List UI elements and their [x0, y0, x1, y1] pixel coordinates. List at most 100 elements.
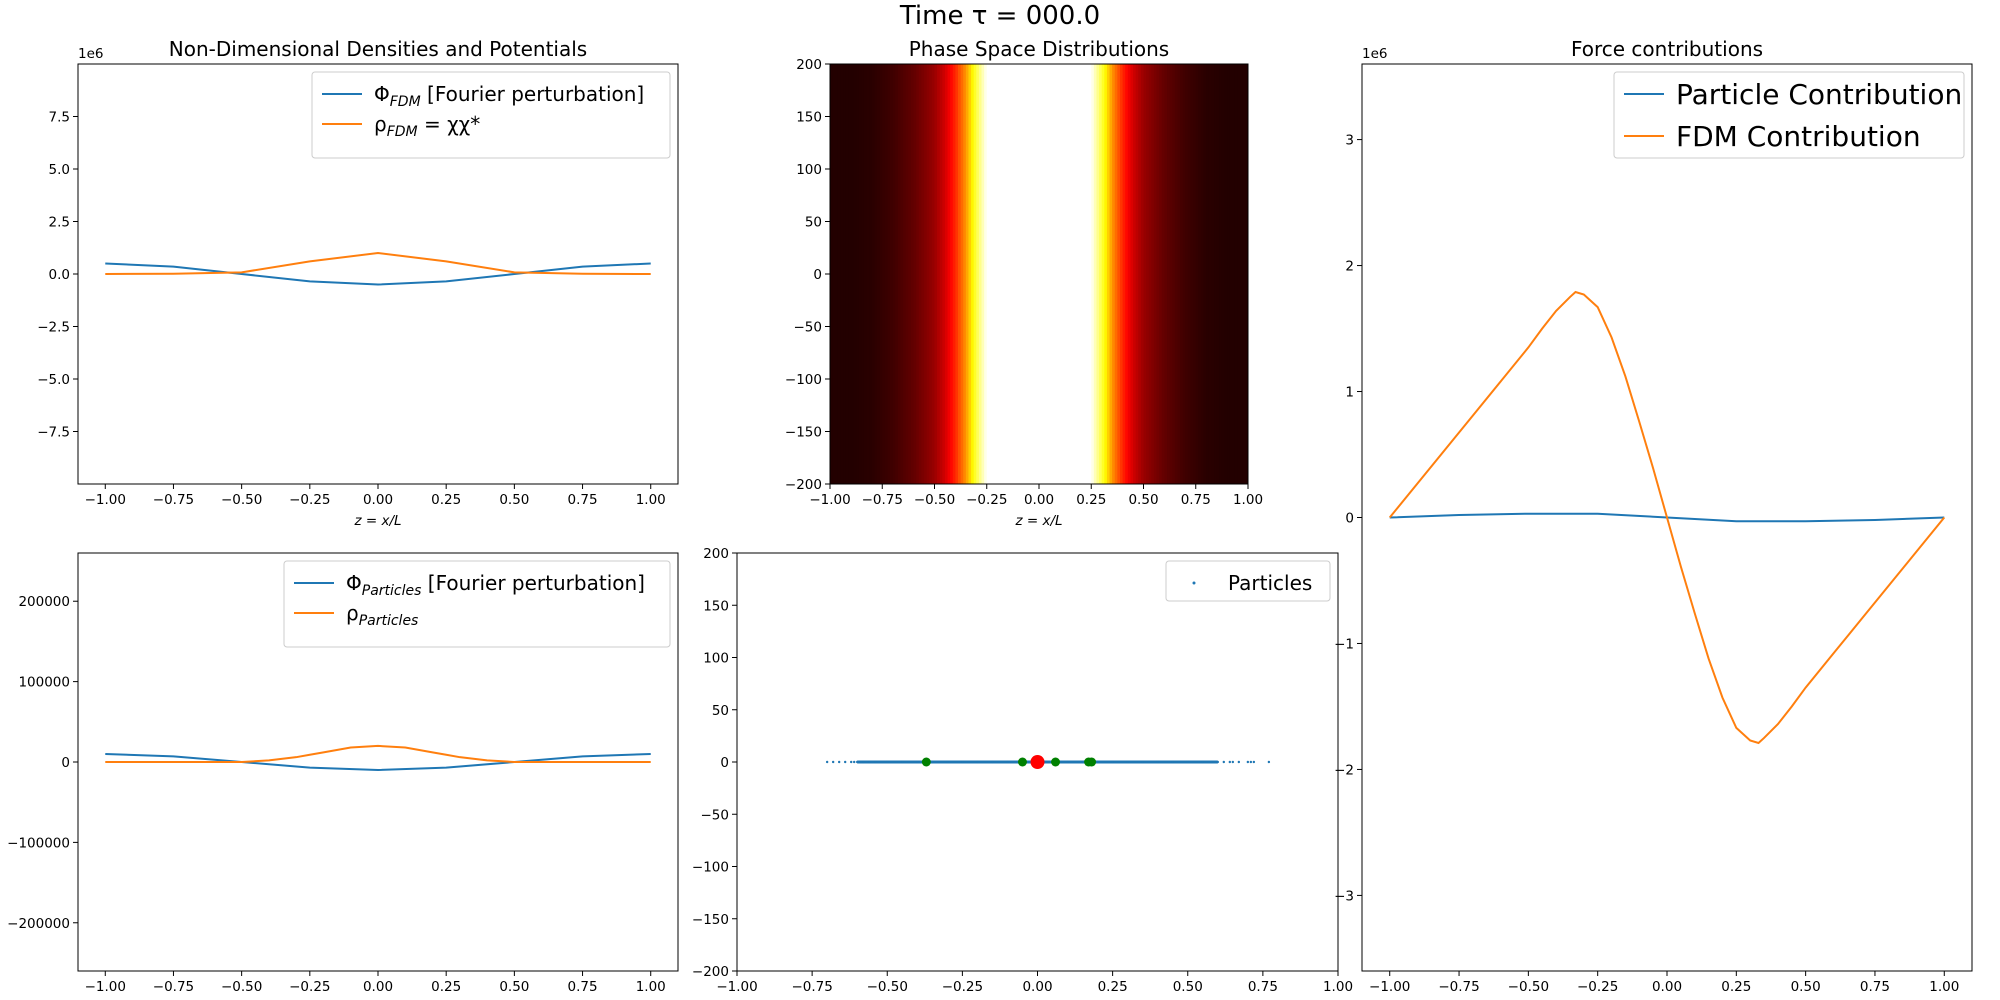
y-tick-label: −2.5 — [37, 320, 70, 336]
heatmap-cell — [871, 64, 876, 484]
chart-forces: −1.00 −0.75 −0.50 −0.25 0.00 0.25 0.50 0.75 1.00… — [1334, 37, 1973, 995]
x-tick-label: −0.75 — [791, 979, 832, 995]
x-tick-label: 0.75 — [1860, 979, 1890, 995]
x-tick-label: 0.50 — [1791, 979, 1821, 995]
plot-area — [1388, 290, 1946, 745]
data-point — [1252, 760, 1256, 764]
heatmap-cell — [1146, 64, 1150, 484]
data-point — [1087, 757, 1097, 767]
heatmap-cell — [1117, 64, 1121, 484]
x-tick-label: 1.00 — [636, 979, 666, 995]
heatmap-cell — [1086, 64, 1090, 484]
y-scale-label: 1e6 — [1362, 46, 1387, 62]
heatmap-cell — [994, 64, 998, 484]
heatmap-cell — [1151, 64, 1155, 484]
data-point — [874, 760, 877, 764]
y-tick-label: −100 — [692, 860, 729, 876]
data-point — [916, 760, 919, 764]
legend-label: ρParticles — [346, 601, 418, 629]
data-point — [849, 760, 853, 764]
x-tick-label: −0.75 — [1438, 979, 1479, 995]
x-tick-label: 0.75 — [568, 492, 598, 508]
heatmap-cell — [955, 64, 959, 484]
heatmap-cell — [848, 64, 852, 484]
y-tick-label: 7.5 — [49, 110, 70, 126]
heatmap-cell — [1052, 64, 1056, 484]
heatmap-cell — [965, 64, 970, 484]
heatmap-cell — [1200, 64, 1205, 484]
heatmap-cell — [1237, 64, 1241, 484]
heatmap-cell — [1057, 64, 1061, 484]
x-tick-label: −0.75 — [153, 492, 194, 508]
heatmap-cell — [1109, 64, 1113, 484]
heatmap-cell — [1039, 64, 1043, 484]
x-tick-label: −0.50 — [1508, 979, 1549, 995]
heatmap-cell — [877, 64, 881, 484]
series-line — [105, 262, 651, 286]
data-point — [1096, 760, 1099, 764]
heatmap-cell — [1104, 64, 1108, 484]
data-point — [1237, 760, 1241, 764]
heatmap-cell — [1161, 64, 1165, 484]
data-point — [921, 757, 931, 767]
heatmap-cell — [861, 64, 865, 484]
data-point — [856, 760, 859, 764]
legend-label: ρFDM = χχ* — [374, 112, 480, 140]
heatmap-cell — [1164, 64, 1168, 484]
x-tick-label: 0.50 — [1173, 979, 1203, 995]
data-point — [1051, 757, 1061, 767]
x-tick-label: −0.25 — [289, 979, 330, 995]
heatmap-cell — [850, 64, 855, 484]
heatmap-cell — [976, 64, 980, 484]
heatmap-cell — [1114, 64, 1118, 484]
y-tick-label: −1 — [1334, 636, 1354, 652]
series-line — [105, 744, 651, 763]
x-tick-label: −0.25 — [289, 492, 330, 508]
data-point — [1030, 755, 1045, 769]
legend-box — [1613, 71, 1965, 159]
heatmap-cell — [897, 64, 902, 484]
heatmap-cell — [1138, 64, 1142, 484]
y-tick-label: −200 — [785, 477, 822, 493]
heatmap-cell — [879, 64, 883, 484]
heatmap-cell — [913, 64, 917, 484]
heatmap-cell — [832, 64, 836, 484]
y-tick-label: 1 — [1345, 385, 1354, 401]
heatmap-cell — [952, 64, 956, 484]
heatmap-cell — [918, 64, 923, 484]
heatmap-cell — [1182, 64, 1186, 484]
data-point — [868, 760, 871, 764]
legend-label: Particle Contribution — [1676, 78, 1962, 111]
heatmap-cell — [1153, 64, 1158, 484]
heatmap-cell — [1203, 64, 1207, 484]
heatmap-cell — [1133, 64, 1137, 484]
chart-particles-phase: −1.00 −0.75 −0.50 −0.25 0.00 0.25 0.50 0.75 1.00… — [692, 546, 1353, 995]
legend-label: ΦFDM [Fourier perturbation] — [374, 82, 644, 110]
data-point — [853, 760, 856, 764]
heatmap-cell — [892, 64, 896, 484]
heatmap-cell — [1193, 64, 1197, 484]
heatmap-cell — [1167, 64, 1171, 484]
heatmap-cell — [1216, 64, 1220, 484]
x-tick-label: −0.50 — [867, 979, 908, 995]
x-tick-label: 0.25 — [431, 979, 461, 995]
heatmap-cell — [1020, 64, 1024, 484]
figure-suptitle: Time τ = 000.0 — [899, 1, 1100, 31]
heatmap-cell — [1010, 64, 1014, 484]
chart-title: Non-Dimensional Densities and Potentials — [169, 37, 587, 61]
y-tick-label: −100000 — [7, 835, 70, 851]
heatmap-cell — [1214, 64, 1218, 484]
heatmap-cell — [1083, 64, 1087, 484]
y-tick-label: −200 — [692, 964, 729, 980]
data-point — [1228, 760, 1232, 764]
legend: ΦFDM [Fourier perturbation]ρFDM = χχ* — [311, 71, 671, 159]
x-tick-label: 0.50 — [499, 492, 529, 508]
heatmap-cell — [1148, 64, 1152, 484]
heatmap-cell — [837, 64, 842, 484]
y-tick-label: 100 — [796, 162, 822, 178]
heatmap-cell — [1169, 64, 1173, 484]
y-tick-label: −50 — [701, 807, 730, 823]
data-point — [1186, 760, 1189, 764]
legend: ΦParticles [Fourier perturbation]ρPartic… — [283, 560, 671, 648]
heatmap-cell — [895, 64, 899, 484]
